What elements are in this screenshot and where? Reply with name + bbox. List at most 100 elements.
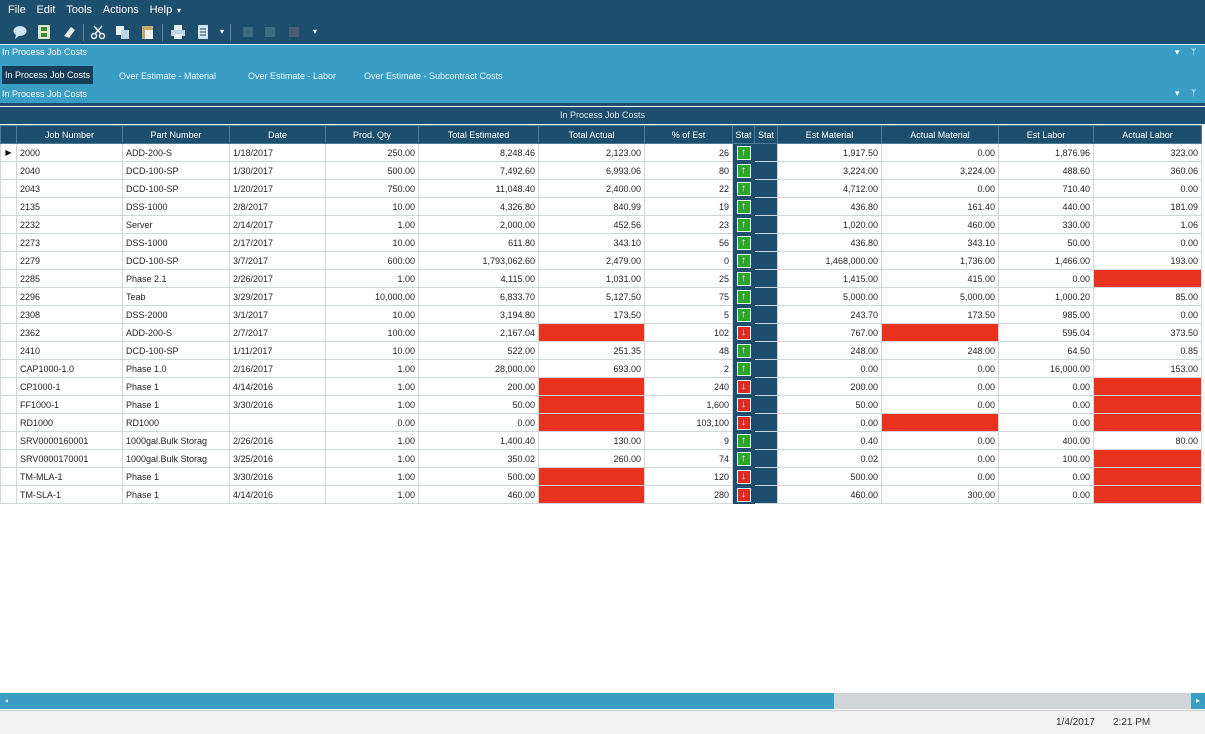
est-material-cell[interactable]: 0.02 (777, 449, 882, 468)
prod-qty-cell[interactable]: 1.00 (325, 215, 419, 234)
table-row[interactable]: 2232 Server 2/14/2017 1.00 2,000.00 452.56 23 ↑… (0, 215, 1202, 234)
est-labor-cell[interactable]: 330.00 (998, 215, 1094, 234)
job-number-cell[interactable]: CP1000-1 (16, 377, 123, 396)
row-selector[interactable] (0, 395, 17, 414)
total-actual-cell[interactable]: 840.99 (538, 197, 645, 216)
print-icon[interactable] (170, 24, 186, 40)
job-number-cell[interactable]: RD1000 (16, 413, 123, 432)
total-actual-cell[interactable]: 2,123.00 (538, 143, 645, 162)
table-row[interactable]: 2285 Phase 2.1 2/26/2017 1.00 4,115.00 1,031.… (0, 269, 1202, 288)
est-labor-cell[interactable]: 1,876.96 (998, 143, 1094, 162)
total-estimated-cell[interactable]: 7,492.60 (418, 161, 539, 180)
pct-of-est-cell[interactable]: 9 (644, 431, 733, 450)
table-row[interactable]: SRV0000160001 1000gal.Bulk Storag 2/26/201… (0, 431, 1202, 450)
total-actual-cell[interactable]: 6,993.06 (538, 161, 645, 180)
total-actual-cell[interactable]: 173.50 (538, 305, 645, 324)
est-labor-cell[interactable]: 0.00 (998, 269, 1094, 288)
total-estimated-cell[interactable]: 460.00 (418, 485, 539, 504)
est-material-cell[interactable]: 1,917.50 (777, 143, 882, 162)
job-number-cell[interactable]: 2273 (16, 233, 123, 252)
prod-qty-cell[interactable]: 10.00 (325, 233, 419, 252)
copy-icon[interactable] (115, 24, 131, 40)
date-cell[interactable]: 1/18/2017 (229, 143, 326, 162)
prod-qty-cell[interactable]: 1.00 (325, 449, 419, 468)
prod-qty-cell[interactable]: 10,000.00 (325, 287, 419, 306)
est-material-cell[interactable]: 50.00 (777, 395, 882, 414)
date-cell[interactable]: 4/14/2016 (229, 377, 326, 396)
est-labor-cell[interactable]: 488.60 (998, 161, 1094, 180)
column-header-total-estimated[interactable]: Total Estimated (418, 125, 539, 144)
actual-material-cell[interactable]: 0.00 (881, 395, 999, 414)
prod-qty-cell[interactable]: 1.00 (325, 359, 419, 378)
total-estimated-cell[interactable]: 500.00 (418, 467, 539, 486)
menu-help[interactable]: Help (149, 4, 173, 16)
table-row[interactable]: CAP1000-1.0 Phase 1.0 2/16/2017 1.00 28,000.… (0, 359, 1202, 378)
job-number-cell[interactable]: SRV0000170001 (16, 449, 123, 468)
table-row[interactable]: 2296 Teab 3/29/2017 10,000.00 6,833.70 5,127.… (0, 287, 1202, 306)
date-cell[interactable]: 2/14/2017 (229, 215, 326, 234)
job-number-cell[interactable]: 2043 (16, 179, 123, 198)
row-selector[interactable] (0, 161, 17, 180)
est-material-cell[interactable]: 1,468,000.00 (777, 251, 882, 270)
est-material-cell[interactable]: 436.80 (777, 197, 882, 216)
actual-material-cell[interactable]: 300.00 (881, 485, 999, 504)
job-number-cell[interactable]: 2279 (16, 251, 123, 270)
menu-edit[interactable]: Edit (36, 4, 56, 16)
part-number-cell[interactable]: DSS-2000 (122, 305, 230, 324)
est-material-cell[interactable]: 4,712.00 (777, 179, 882, 198)
column-header-date[interactable]: Date (229, 125, 326, 144)
date-cell[interactable]: 1/30/2017 (229, 161, 326, 180)
total-actual-cell[interactable]: 5,127.50 (538, 287, 645, 306)
pct-of-est-cell[interactable]: 120 (644, 467, 733, 486)
date-cell[interactable]: 1/11/2017 (229, 341, 326, 360)
part-number-cell[interactable]: Server (122, 215, 230, 234)
pct-of-est-cell[interactable]: 280 (644, 485, 733, 504)
job-number-cell[interactable]: 2296 (16, 287, 123, 306)
part-number-cell[interactable]: ADD-200-S (122, 143, 230, 162)
pct-of-est-cell[interactable]: 75 (644, 287, 733, 306)
actual-labor-cell[interactable]: 373.50 (1093, 323, 1202, 342)
est-material-cell[interactable]: 436.80 (777, 233, 882, 252)
pct-of-est-cell[interactable]: 26 (644, 143, 733, 162)
table-row[interactable]: SRV0000170001 1000gal.Bulk Storag 3/25/201… (0, 449, 1202, 468)
actual-labor-cell[interactable]: 0.85 (1093, 341, 1202, 360)
column-header-job-number[interactable]: Job Number (16, 125, 123, 144)
actual-material-cell[interactable]: 3,224.00 (881, 161, 999, 180)
total-actual-cell[interactable]: 2,400.00 (538, 179, 645, 198)
row-selector[interactable] (0, 251, 17, 270)
prod-qty-cell[interactable]: 750.00 (325, 179, 419, 198)
total-estimated-cell[interactable]: 6,833.70 (418, 287, 539, 306)
part-number-cell[interactable]: 1000gal.Bulk Storag (122, 449, 230, 468)
prod-qty-cell[interactable]: 250.00 (325, 143, 419, 162)
est-material-cell[interactable]: 5,000.00 (777, 287, 882, 306)
eraser-icon[interactable] (61, 24, 77, 40)
total-actual-cell[interactable]: 1,031.00 (538, 269, 645, 288)
est-labor-cell[interactable]: 1,000.20 (998, 287, 1094, 306)
total-estimated-cell[interactable]: 200.00 (418, 377, 539, 396)
est-material-cell[interactable]: 500.00 (777, 467, 882, 486)
job-number-cell[interactable]: SRV0000160001 (16, 431, 123, 450)
actual-labor-cell[interactable] (1093, 485, 1202, 504)
table-row[interactable]: TM-SLA-1 Phase 1 4/14/2016 1.00 460.00 280 ↓ 46… (0, 485, 1202, 504)
est-labor-cell[interactable]: 0.00 (998, 395, 1094, 414)
table-row[interactable]: RD1000 RD1000 0.00 0.00 103,100 ↓ 0.00 0.00 (0, 413, 1202, 432)
actual-labor-cell[interactable]: 153.00 (1093, 359, 1202, 378)
date-cell[interactable]: 3/7/2017 (229, 251, 326, 270)
column-header-actual-material[interactable]: Actual Material (881, 125, 999, 144)
est-labor-cell[interactable]: 595.04 (998, 323, 1094, 342)
column-header-actual-labor[interactable]: Actual Labor (1093, 125, 1202, 144)
job-number-cell[interactable]: 2410 (16, 341, 123, 360)
pct-of-est-cell[interactable]: 48 (644, 341, 733, 360)
menu-actions[interactable]: Actions (102, 4, 139, 16)
prod-qty-cell[interactable]: 1.00 (325, 485, 419, 504)
table-row[interactable]: 2362 ADD-200-S 2/7/2017 100.00 2,167.04 102 ↓ 7… (0, 323, 1202, 342)
actual-labor-cell[interactable] (1093, 395, 1202, 414)
actual-labor-cell[interactable]: 1.06 (1093, 215, 1202, 234)
pct-of-est-cell[interactable]: 240 (644, 377, 733, 396)
total-estimated-cell[interactable]: 522.00 (418, 341, 539, 360)
job-number-cell[interactable]: 2232 (16, 215, 123, 234)
est-material-cell[interactable]: 200.00 (777, 377, 882, 396)
prod-qty-cell[interactable]: 1.00 (325, 377, 419, 396)
table-row[interactable]: 2410 DCD-100-SP 1/11/2017 10.00 522.00 251.35… (0, 341, 1202, 360)
tab-over-estimate-material[interactable]: Over Estimate - Material (119, 71, 217, 81)
